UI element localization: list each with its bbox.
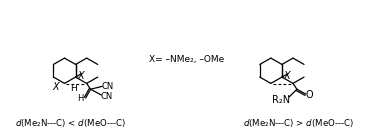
Text: R₂N: R₂N (272, 95, 290, 105)
Text: $\mathit{d}$(Me₂N---C) > $\mathit{d}$(MeO---C): $\mathit{d}$(Me₂N---C) > $\mathit{d}$(Me… (243, 117, 354, 129)
Text: CN: CN (100, 92, 113, 101)
Text: $\mathit{d}$(Me₂N---C) < $\mathit{d}$(MeO---C): $\mathit{d}$(Me₂N---C) < $\mathit{d}$(Me… (15, 117, 126, 129)
Text: CN: CN (101, 82, 113, 91)
Text: H: H (77, 94, 84, 103)
Text: X: X (77, 71, 84, 81)
Text: X= –NMe₂, –OMe: X= –NMe₂, –OMe (149, 55, 224, 64)
Text: H: H (70, 84, 76, 93)
Text: X: X (52, 82, 59, 92)
Text: X: X (284, 71, 290, 81)
Text: O: O (306, 90, 314, 100)
